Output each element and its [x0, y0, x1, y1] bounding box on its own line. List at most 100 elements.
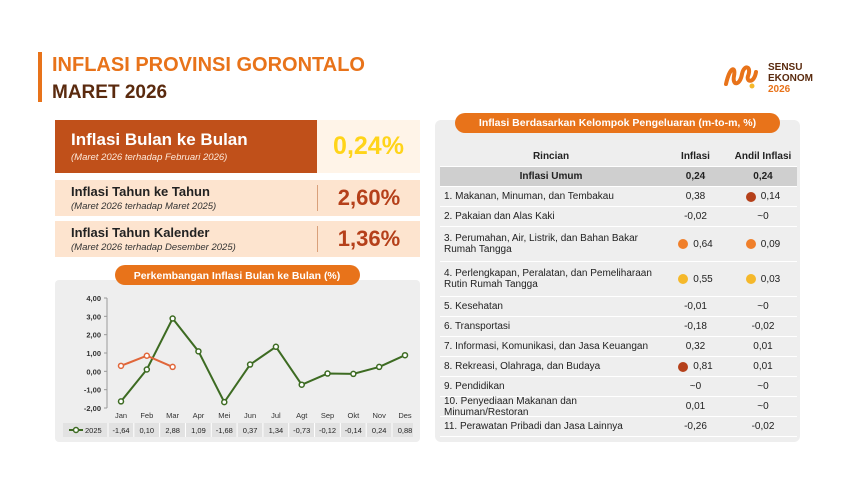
- cell-text: -0,02: [751, 321, 775, 332]
- card-value: 0,24%: [317, 120, 420, 173]
- cell-text: 0,01: [753, 361, 773, 372]
- table-cell: ~0: [729, 211, 797, 222]
- cell-text: 8. Rekreasi, Olahraga, dan Budaya: [444, 361, 601, 372]
- cell-text: ~0: [757, 301, 769, 312]
- table-cell: 2. Pakaian dan Alas Kaki: [440, 208, 662, 225]
- data-point: [143, 352, 151, 359]
- data-point: [195, 348, 202, 355]
- indicator-dot: [678, 239, 689, 249]
- table-cell: 11. Perawatan Pribadi dan Jasa Lainnya: [440, 418, 662, 435]
- data-point: [272, 343, 280, 351]
- cell-text: 0,01: [685, 401, 706, 412]
- table-cell: 0,81: [662, 361, 729, 372]
- y-tick-label: -1,00: [84, 386, 101, 395]
- data-point: [246, 361, 254, 368]
- cell-text: 0,32: [685, 341, 706, 352]
- cell-text: Rincian: [532, 150, 570, 162]
- cell-text: -0,02: [751, 421, 775, 432]
- table-cell: 0,64: [662, 239, 729, 250]
- cell-text: 0,81: [693, 361, 713, 372]
- y-tick-label: 1,00: [86, 349, 101, 358]
- table-cell: 0,24: [662, 171, 729, 182]
- table-cell: 10. Penyediaan Makanan dan Minuman/Resto…: [440, 393, 662, 421]
- table-cell: ~0: [729, 381, 797, 392]
- table-cell: ~0: [662, 381, 729, 392]
- data-label: 0,37: [243, 426, 258, 435]
- table-cell: -0,18: [662, 321, 729, 332]
- card-text: Inflasi Tahun ke Tahun (Maret 2026 terhad…: [55, 184, 317, 212]
- y-tick-label: -2,00: [84, 404, 101, 413]
- cell-text: 3. Perumahan, Air, Listrik, dan Bahan Ba…: [444, 233, 638, 255]
- table-cell: 0,09: [729, 239, 797, 250]
- table-cell: 5. Kesehatan: [440, 298, 662, 315]
- chart-title: Perkembangan Inflasi Bulan ke Bulan (%): [134, 270, 341, 282]
- table-header: Rincian Inflasi Andil Inflasi: [440, 146, 797, 167]
- logo-text: 2026: [768, 84, 791, 94]
- data-label: -0,14: [345, 426, 362, 435]
- cell-text: 0,24: [685, 171, 706, 182]
- table-cell: -0,26: [662, 421, 729, 432]
- chart-panel: [55, 280, 420, 442]
- y-tick-label: 2,00: [86, 331, 101, 340]
- table-cell: Andil Inflasi: [729, 151, 797, 162]
- cell-text: 7. Informasi, Komunikasi, dan Jasa Keuan…: [444, 341, 649, 352]
- card-text: Inflasi Bulan ke Bulan (Maret 2026 terhad…: [55, 130, 317, 163]
- data-point: [221, 398, 228, 406]
- x-tick-label: Jul: [271, 411, 281, 420]
- cell-text: 0,64: [693, 238, 713, 250]
- x-tick-label: Apr: [193, 411, 205, 420]
- data-point: [169, 315, 176, 322]
- y-tick-label: 3,00: [86, 312, 101, 321]
- table-row: 1. Makanan, Minuman, dan Tembakau 0,38 0,1…: [440, 187, 797, 207]
- cell-text: Inflasi: [681, 150, 710, 162]
- data-label: -1,64: [112, 426, 129, 435]
- x-tick-label: Mar: [166, 411, 179, 420]
- table-row: 2. Pakaian dan Alas Kaki -0,02 ~0: [440, 207, 797, 227]
- indicator-dot: [745, 191, 756, 202]
- table-cell: 8. Rekreasi, Olahraga, dan Budaya: [440, 358, 662, 375]
- card-note: (Maret 2026 terhadap Februari 2026): [71, 152, 228, 163]
- data-point: [117, 362, 125, 370]
- table-cell: 0,55: [662, 274, 729, 285]
- logo-mark: [724, 65, 758, 89]
- accent-bar: [38, 52, 42, 102]
- card-note: (Maret 2026 terhadap Maret 2025): [71, 201, 217, 212]
- cell-text: 0,38: [685, 191, 706, 202]
- stat-card: Inflasi Tahun Kalender (Maret 2026 terhad…: [55, 221, 420, 257]
- card-text: Inflasi Tahun Kalender (Maret 2026 terhad…: [55, 225, 317, 253]
- table-title: Inflasi Berdasarkan Kelompok Pengeluaran…: [455, 113, 780, 133]
- table-row: 5. Kesehatan -0,01 ~0: [440, 297, 797, 317]
- cell-text: 6. Transportasi: [444, 321, 511, 332]
- table-cell: 0,03: [729, 274, 797, 285]
- indicator-dot: [678, 274, 689, 284]
- x-tick-label: Nov: [373, 411, 387, 420]
- data-label: 0,10: [140, 426, 155, 435]
- data-label: 0,24: [372, 426, 387, 435]
- x-tick-label: Jan: [115, 411, 127, 420]
- data-point: [117, 398, 125, 405]
- table-cell: Inflasi Umum: [440, 168, 662, 185]
- cell-text: -0,26: [684, 421, 707, 432]
- data-label: -0,12: [319, 426, 336, 435]
- data-row-bg: [63, 423, 413, 437]
- data-point: [169, 363, 176, 371]
- cell-text: ~0: [689, 381, 702, 392]
- data-label: -1,68: [216, 426, 233, 435]
- data-label: 1,09: [191, 426, 206, 435]
- table-cell: 6. Transportasi: [440, 318, 662, 335]
- cell-text: 0,09: [760, 238, 781, 250]
- data-point: [401, 351, 409, 359]
- x-tick-label: Sep: [321, 411, 334, 420]
- logo-text: EKONOM: [768, 73, 813, 84]
- series-line: [120, 316, 406, 405]
- card-title: Inflasi Tahun Kalender: [71, 225, 210, 240]
- data-label: 0,88: [398, 426, 413, 435]
- logo-text: SENSU: [768, 62, 803, 73]
- table-cell: 1. Makanan, Minuman, dan Tembakau: [440, 188, 662, 205]
- cell-text: 9. Pendidikan: [444, 381, 505, 392]
- cell-text: 4. Perlengkapan, Peralatan, dan Pemeliha…: [444, 268, 652, 290]
- card-title: Inflasi Tahun ke Tahun: [71, 184, 210, 199]
- data-point: [375, 363, 383, 371]
- indicator-dot: [745, 239, 756, 249]
